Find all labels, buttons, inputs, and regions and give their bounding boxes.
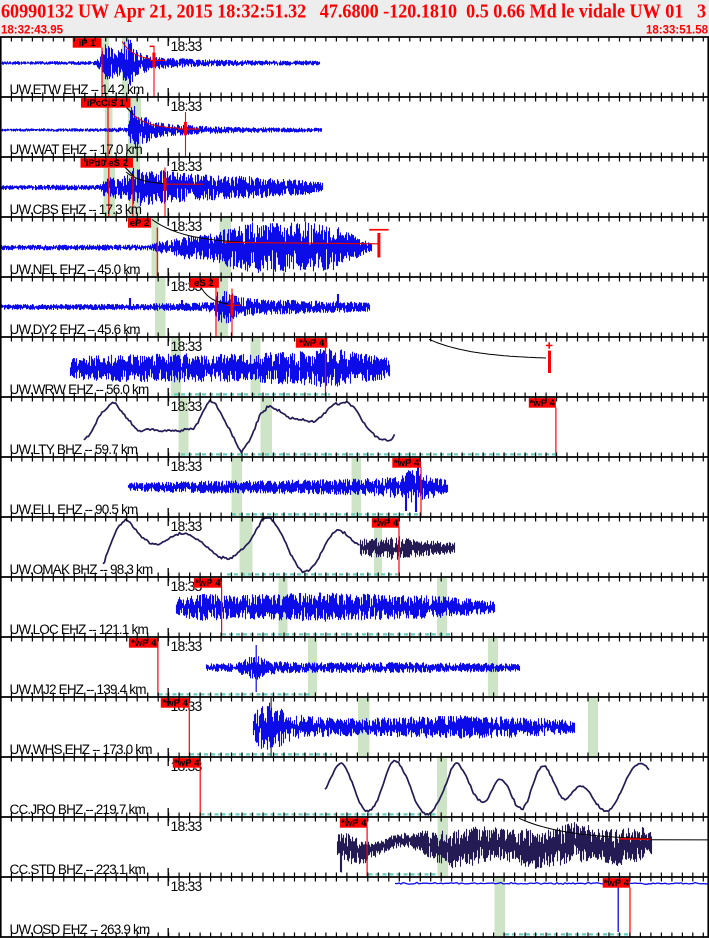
svg-text:*wP 4: *wP 4	[604, 878, 630, 889]
svg-text:*wP 4: *wP 4	[163, 698, 189, 709]
svg-text:*wP 4: *wP 4	[373, 518, 399, 529]
svg-text:*wP 4: *wP 4	[394, 458, 420, 469]
svg-text:*wP 4: *wP 4	[530, 398, 556, 409]
svg-text:18:33: 18:33	[171, 158, 203, 174]
svg-text:18:33: 18:33	[171, 98, 203, 114]
svg-text:18:33: 18:33	[171, 458, 203, 474]
svg-text:UW.CBS EHZ -- 17.3 km: UW.CBS EHZ -- 17.3 km	[10, 202, 142, 217]
svg-text:18:33: 18:33	[171, 38, 203, 54]
svg-text:*wP 4: *wP 4	[131, 638, 157, 649]
svg-text:iPd0 eS 2: iPd0 eS 2	[86, 158, 128, 169]
svg-text:UW.LOC EHZ -- 121.1 km: UW.LOC EHZ -- 121.1 km	[10, 622, 149, 637]
svg-text:18:33: 18:33	[171, 218, 203, 234]
svg-text:iPcCiS 1: iPcCiS 1	[87, 98, 126, 109]
svg-text:UW.WRW EHZ -- 56.0 km: UW.WRW EHZ -- 56.0 km	[10, 382, 150, 397]
svg-text:UW.NEL EHZ -- 45.0 km: UW.NEL EHZ -- 45.0 km	[10, 262, 141, 277]
svg-text:UW.ETW EHZ -- 14.2 km: UW.ETW EHZ -- 14.2 km	[10, 82, 145, 97]
svg-text:UW.OSD EHZ -- 263.9 km: UW.OSD EHZ -- 263.9 km	[10, 922, 150, 937]
svg-text:18:33: 18:33	[171, 518, 203, 534]
svg-text:eP 2: eP 2	[130, 218, 150, 229]
svg-text:UW.OMAK BHZ -- 98.3 km: UW.OMAK BHZ -- 98.3 km	[10, 562, 153, 577]
svg-text:UW.MJ2 EHZ -- 139.4 km: UW.MJ2 EHZ -- 139.4 km	[10, 682, 147, 697]
svg-text:18:33: 18:33	[171, 338, 203, 354]
svg-text:18:33: 18:33	[171, 398, 203, 414]
svg-text:*wP 4: *wP 4	[174, 758, 200, 769]
svg-text:18:33: 18:33	[171, 818, 203, 834]
svg-text:iP 1: iP 1	[79, 38, 97, 49]
svg-text:eS 2: eS 2	[194, 278, 214, 289]
svg-text:UW.ELL EHZ -- 90.5 km: UW.ELL EHZ -- 90.5 km	[10, 502, 139, 517]
svg-text:18:33: 18:33	[171, 638, 203, 654]
svg-text:UW.WHS EHZ -- 173.0 km: UW.WHS EHZ -- 173.0 km	[10, 742, 153, 757]
svg-text:UW.WAT EHZ -- 17.0 km: UW.WAT EHZ -- 17.0 km	[10, 142, 143, 157]
svg-text:60990132 UW Apr 21, 2015 18:32: 60990132 UW Apr 21, 2015 18:32:51.32 47.…	[1, 2, 706, 23]
svg-text:18:32:43.95: 18:32:43.95	[1, 25, 64, 37]
svg-text:CC.STD BHZ -- 223.1 km: CC.STD BHZ -- 223.1 km	[10, 862, 146, 877]
svg-text:*wP 4: *wP 4	[299, 338, 325, 349]
svg-text:*wP 4: *wP 4	[341, 818, 367, 829]
svg-text:UW.LTY BHZ -- 59.7 km: UW.LTY BHZ -- 59.7 km	[10, 442, 138, 457]
svg-text:CC.JRO BHZ -- 219.7 km: CC.JRO BHZ -- 219.7 km	[10, 802, 146, 817]
svg-text:UW.DY2 EHZ -- 45.6 km: UW.DY2 EHZ -- 45.6 km	[10, 322, 141, 337]
svg-text:18:33: 18:33	[171, 878, 203, 894]
svg-text:*wP 4: *wP 4	[195, 578, 221, 589]
svg-text:18:33:51.58: 18:33:51.58	[646, 25, 709, 37]
